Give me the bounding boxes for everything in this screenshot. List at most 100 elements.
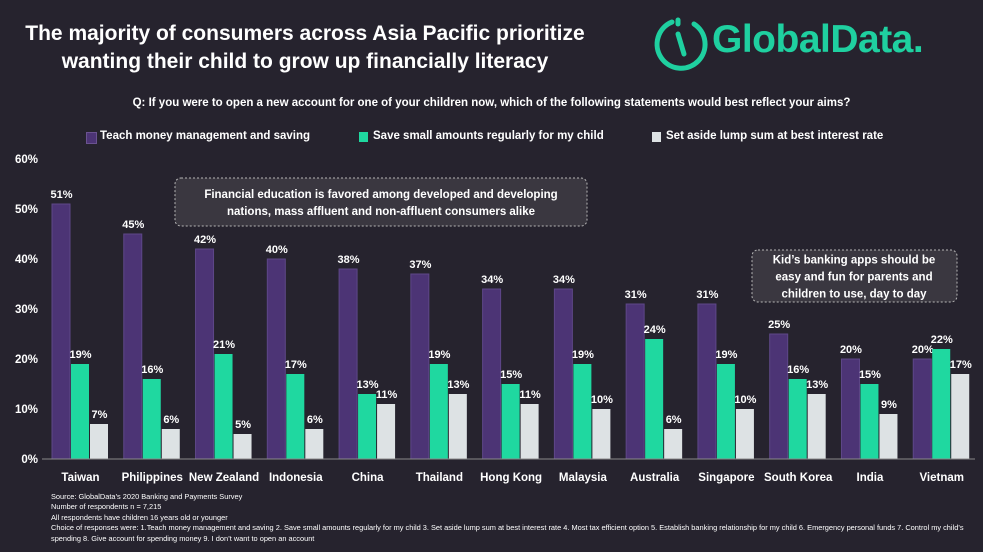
bar [482,288,502,460]
legend-label-series-3: Set aside lump sum at best interest rate [666,130,884,142]
bar [807,394,826,459]
footnote-choices: Choice of responses were: 1.Teach money … [51,523,964,543]
y-tick-label: 60% [15,154,38,166]
annotation-banking-apps-line: children to use, day to day [781,289,927,301]
brand-name: GlobalData. [712,18,924,61]
footnote-respondents: Number of respondents n = 7,215 [51,502,162,512]
bar [788,379,807,459]
bar [735,409,754,459]
bar-value-label: 16% [787,364,809,376]
y-tick-label: 20% [15,354,38,366]
bar [429,364,448,459]
legend-swatch-series-2 [359,132,368,142]
bar-value-label: 31% [625,289,647,301]
x-category-label: Australia [630,472,680,484]
bar-value-label: 22% [931,334,953,346]
bar [90,424,108,459]
y-tick-label: 0% [21,454,38,466]
bar-value-label: 19% [428,349,450,361]
bar [553,288,573,460]
annotation-banking-apps-line: easy and fun for parents and [775,272,932,284]
x-category-label: Thailand [416,472,463,484]
y-tick-label: 50% [15,204,38,216]
legend-label-series-1: Teach money management and saving [100,130,311,142]
legend-swatch-series-1 [86,132,97,144]
bar [51,203,71,460]
x-category-label: Taiwan [61,472,99,484]
bar [358,394,377,459]
bar [214,354,233,459]
bar-value-label: 19% [572,349,594,361]
x-category-label: Philippines [122,472,183,484]
x-category-label: Indonesia [269,472,323,484]
y-tick-label: 30% [15,304,38,316]
bar-value-label: 13% [447,379,469,391]
bar-value-label: 15% [500,369,522,381]
footnote-children: All respondents have children 16 years o… [51,512,228,522]
bar-value-label: 17% [950,359,972,371]
x-category-label: Malaysia [559,472,608,484]
bar [645,339,664,459]
bar [573,364,592,459]
bar-value-label: 38% [338,254,360,266]
bar [912,358,932,460]
annotation-financial-education-line: nations, mass affluent and non-affluent … [227,206,535,218]
globaldata-logo-icon [654,17,708,71]
bar [195,248,215,460]
bar-value-label: 24% [644,324,666,336]
bar-value-label: 31% [696,289,718,301]
annotation-financial-education-line: Financial education is favored among dev… [204,189,557,201]
bar-value-label: 34% [481,274,503,286]
bar [664,429,683,459]
bar-value-label: 19% [69,349,91,361]
bar-value-label: 16% [141,364,163,376]
bar [625,303,645,460]
bar [410,273,430,460]
bar-value-label: 51% [50,189,72,201]
bar-value-label: 20% [840,344,862,356]
bar-value-label: 13% [806,379,828,391]
footnote-source: Source: GlobalData’s 2020 Banking and Pa… [51,492,243,501]
legend-label-series-2: Save small amounts regularly for my chil… [373,130,604,142]
bar [592,409,611,459]
bar-value-label: 25% [768,319,790,331]
bar-value-label: 11% [376,389,398,401]
annotation-banking-apps-line: Kid’s banking apps should be [773,255,936,267]
bar [305,429,324,459]
bar [266,258,286,460]
bar-value-label: 20% [912,344,934,356]
bar [879,414,898,459]
x-category-label: South Korea [764,472,833,484]
y-tick-label: 10% [15,404,38,416]
bar [769,333,789,460]
bar [860,384,879,459]
bar [161,429,180,459]
y-tick-label: 40% [15,254,38,266]
bar [697,303,717,460]
bar-value-label: 15% [859,369,881,381]
footnotes: Source: GlobalData’s 2020 Banking and Pa… [51,492,971,544]
bar [123,233,143,460]
bar [286,374,305,459]
bar-value-label: 13% [357,379,379,391]
bar-value-label: 11% [519,389,541,401]
x-category-label: India [857,472,884,484]
bar [716,364,735,459]
bar-value-label: 6% [666,414,682,426]
bar-value-label: 6% [307,414,323,426]
legend-swatch-series-3 [652,132,661,142]
bar-value-label: 45% [122,219,144,231]
annotation-banking-apps-box [751,249,958,303]
bar [840,358,860,460]
bar-value-label: 19% [715,349,737,361]
bar-value-label: 10% [591,394,613,406]
bar [951,374,970,459]
bar [71,364,89,459]
bar [377,404,396,459]
bar-value-label: 37% [409,259,431,271]
bar-value-label: 21% [213,339,235,351]
globaldata-logo: GlobalData. [650,14,970,74]
x-category-label: Vietnam [919,472,964,484]
bar [142,379,161,459]
bar-value-label: 34% [553,274,575,286]
